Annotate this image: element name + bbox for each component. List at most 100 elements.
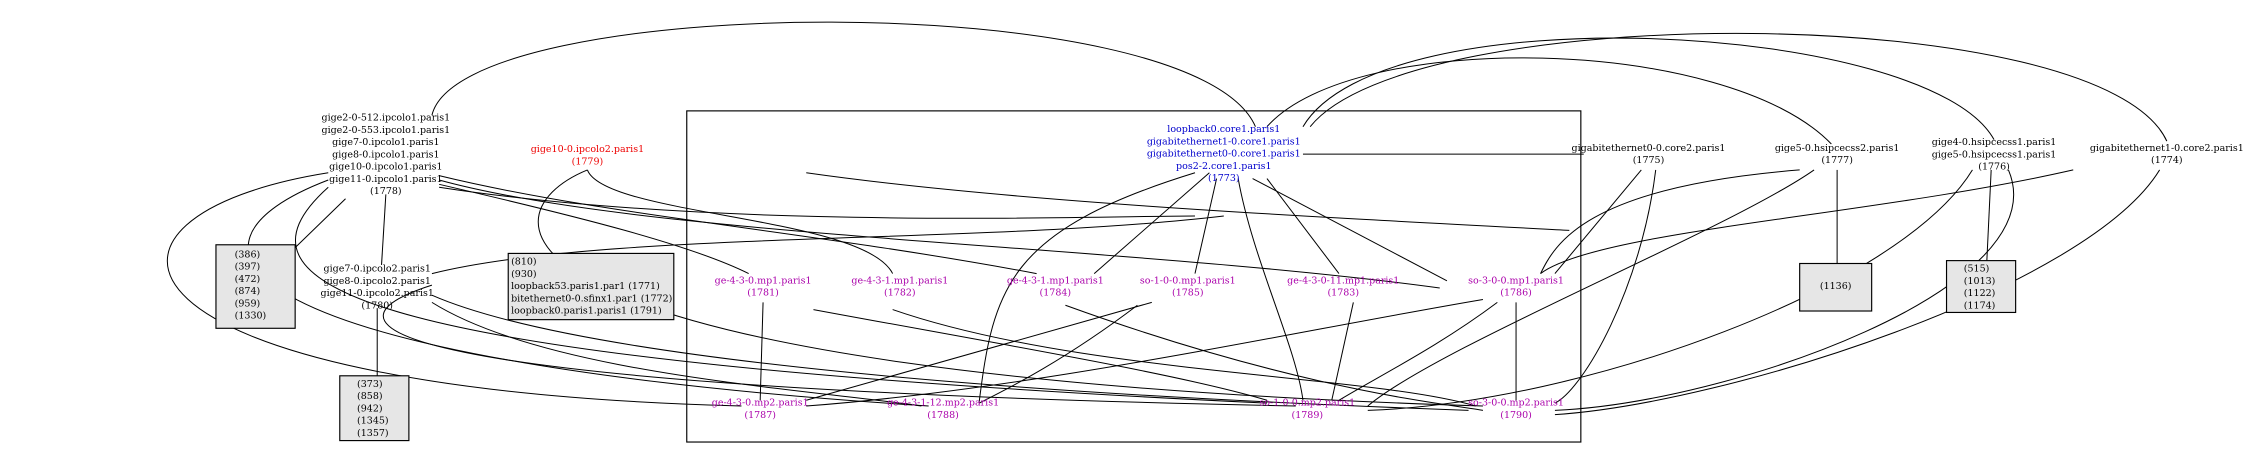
node-label: (1330) [235,311,267,322]
edge [438,179,1440,289]
node: ge-4-3-1.mp1.paris1 (1784) [1007,275,1104,298]
edge [1093,172,1210,274]
node-label: gige10-0.ipcolo2.paris1 [531,144,644,155]
node-box [1945,260,2017,314]
edge [978,304,1138,404]
node: gige10-0.ipcolo2.paris1(1779) [531,144,644,167]
node: ge-4-3-0.mp2.paris1(1787) [712,398,809,421]
node-label: (874) [235,286,261,297]
edge [1266,57,1832,145]
edge [1338,301,1498,401]
node-label: ge-4-3-0.mp1.paris1 [715,275,812,286]
node-label: (1787) [744,410,776,421]
edge [431,21,1256,127]
edge [431,294,1469,411]
node: (810)(930)loopback53.paris1.par1 (1771)b… [507,252,675,321]
node-label: gige11-0.ipcolo1.paris1 [329,174,442,185]
node-label: (810) [511,257,537,268]
node-label: gige5-0.hsipcecss2.paris1 [1775,143,1900,154]
node-label: (959) [235,298,261,309]
node-label: (1773) [1208,173,1240,184]
node-label: so-1-0-0.mp2.paris1 [1259,398,1355,409]
edge [1194,178,1218,274]
node-label: gige7-0.ipcolo1.paris1 [332,137,439,148]
node: gigabitethernet0-0.core2.paris1(1775) [1572,143,1726,166]
edge [892,309,1476,407]
edge [1266,178,1340,274]
node-label: bitethernet0-0.sfinx1.par1 (1772) [511,293,672,304]
edge [806,301,1152,401]
edge [439,186,1195,219]
node-box [215,244,296,329]
node: so-1-0-0.mp1.paris1 (1785) [1140,275,1236,298]
edge [166,172,742,407]
node-label: gige5-0.hsipcecss1.paris1 [1932,149,2057,160]
node-label: (1776) [1978,162,2010,173]
node: loopback0.core1.paris1gigabitethernet1-0… [1147,124,1301,184]
node-label: gige11-0.ipcolo2.paris1 [321,288,434,299]
edge [806,298,1484,407]
node: gige4-0.hsipcecss1.paris1gige5-0.hsipcec… [1932,137,2057,172]
node: (1136) [1799,262,1873,312]
edge [1554,169,1657,404]
node-label: (942) [357,403,383,414]
edge [247,179,929,407]
node-label: (1785) [1172,288,1204,299]
node-label: ge-4-3-0.mp2.paris1 [712,398,809,409]
edge [1367,169,1815,407]
node-label: (386) [235,249,261,260]
node-label: (1777) [1821,155,1853,166]
edge [381,194,387,265]
node: (515)(1013)(1122)(1174) [1945,260,2017,314]
node-label: (1789) [1291,410,1323,421]
node: ge-4-3-0-11.mp1.paris1 (1783) [1287,275,1399,298]
node-label: (472) [235,274,261,285]
node-label: (1782) [884,288,916,299]
node: gige7-0.ipcolo2.paris1gige8-0.ipcolo2.pa… [321,264,434,312]
node-label: (1784) [1040,288,1072,299]
node-label: so-3-0-0.mp2.paris1 [1468,398,1564,409]
edge [1367,169,1973,411]
node: so-1-0-0.mp2.paris1(1789) [1259,398,1355,421]
edge [1302,37,1995,140]
node-label: (1783) [1327,288,1359,299]
node-label: (1136) [1820,281,1852,292]
node-label: (1775) [1633,155,1665,166]
edge [439,183,749,275]
node-label: loopback0.core1.paris1 [1167,124,1280,135]
node-label: (1357) [357,428,389,439]
node: ge-4-3-0.mp1.paris1 (1781) [715,275,812,298]
node-label: ge-4-3-1.mp1.paris1 [851,275,948,286]
node: (386) (397)(472)(874)(959) (1330) [215,244,296,329]
nodes: gige2-0-512.ipcolo1.paris1gige2-0-553.ip… [215,113,2244,442]
node-label: ge-4-3-1.mp1.paris1 [1007,275,1104,286]
edge [978,172,1196,404]
node-label: pos2-2.core1.paris1 [1176,161,1272,172]
node-label: (1778) [370,186,402,197]
node-label: loopback53.paris1.par1 (1771) [511,281,660,292]
edge [1554,169,2015,411]
edge [1986,169,1992,261]
node-label: (1788) [927,410,959,421]
node-label: gige8-0.ipcolo1.paris1 [332,149,439,160]
node-label: loopback0.paris1.paris1 (1791) [511,306,662,317]
edge [586,169,894,274]
edge [431,301,922,407]
node: gige2-0-512.ipcolo1.paris1gige2-0-553.ip… [321,113,450,197]
edge [295,186,1267,404]
edge [1554,169,2161,416]
node-label: (858) [357,391,383,402]
node: (373)(858)(942) (1345)(1357) [339,375,410,442]
node-label: (1779) [572,156,604,167]
edge [806,172,1570,231]
node: ge-4-3-1-12.mp2.paris1(1788) [887,398,999,421]
node-label: (515) [1964,264,1990,275]
edge [294,198,346,249]
node-label: gige7-0.ipcolo2.paris1 [324,264,431,275]
node-label: ge-4-3-0-11.mp1.paris1 [1287,275,1399,286]
node-label: (1774) [2151,155,2183,166]
edges [166,21,2168,416]
edge [813,309,1268,401]
node: gige5-0.hsipcecss2.paris1(1777) [1775,143,1900,166]
node-box [1799,262,1873,312]
